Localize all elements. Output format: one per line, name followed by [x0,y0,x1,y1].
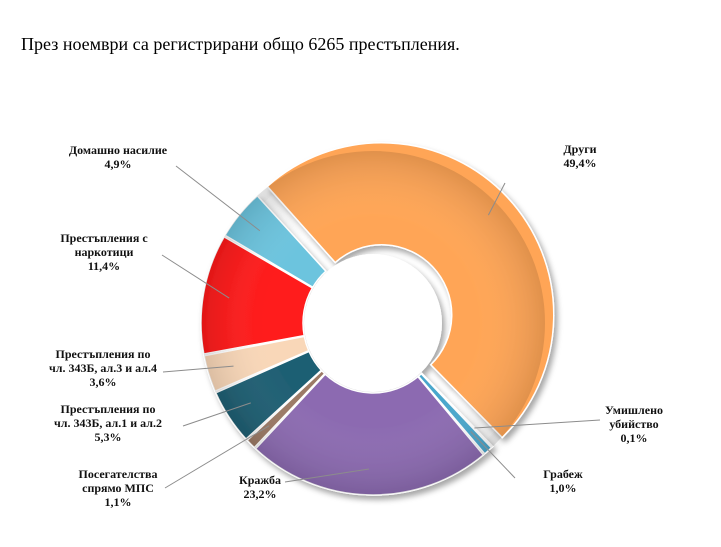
leader-line-5 [182,402,251,427]
donut-hole [304,254,442,392]
leader-line-1 [474,419,601,429]
slice-label-5: Престъпления по чл. 343Б, ал.1 и ал.2 5,3% [54,402,162,444]
chart-heading: През ноември са регистрирани общо 6265 п… [21,34,460,54]
leader-line-7 [161,254,230,299]
leader-line-0 [487,182,506,216]
leader-lines-group [161,165,601,489]
leader-line-3 [284,468,370,483]
leader-line-2 [470,431,516,479]
leader-line-4 [164,425,270,489]
slice-label-1: Умишлено убийство 0,1% [605,403,663,445]
labels-group: Други 49,4% Умишлено убийство 0,1% Грабеж 1,0%… [49,142,663,509]
slice-label-4: Посегателства спрямо МПС 1,1% [79,467,158,509]
slice-label-3: Кражба 23,2% [239,473,281,501]
leader-line-6 [162,365,234,373]
slices-group [200,142,555,496]
slice-label-7: Престъпления с наркотици 11,4% [60,231,148,273]
slice-label-6: Престъпления по чл. 343Б, ал.3 и ал.4 3,6% [49,347,157,389]
leader-line-8 [175,165,261,232]
slice-label-0: Други 49,4% [563,142,596,170]
slice-label-8: Домашно насилие 4,9% [69,143,168,171]
slice-label-2: Грабеж 1,0% [543,467,583,495]
